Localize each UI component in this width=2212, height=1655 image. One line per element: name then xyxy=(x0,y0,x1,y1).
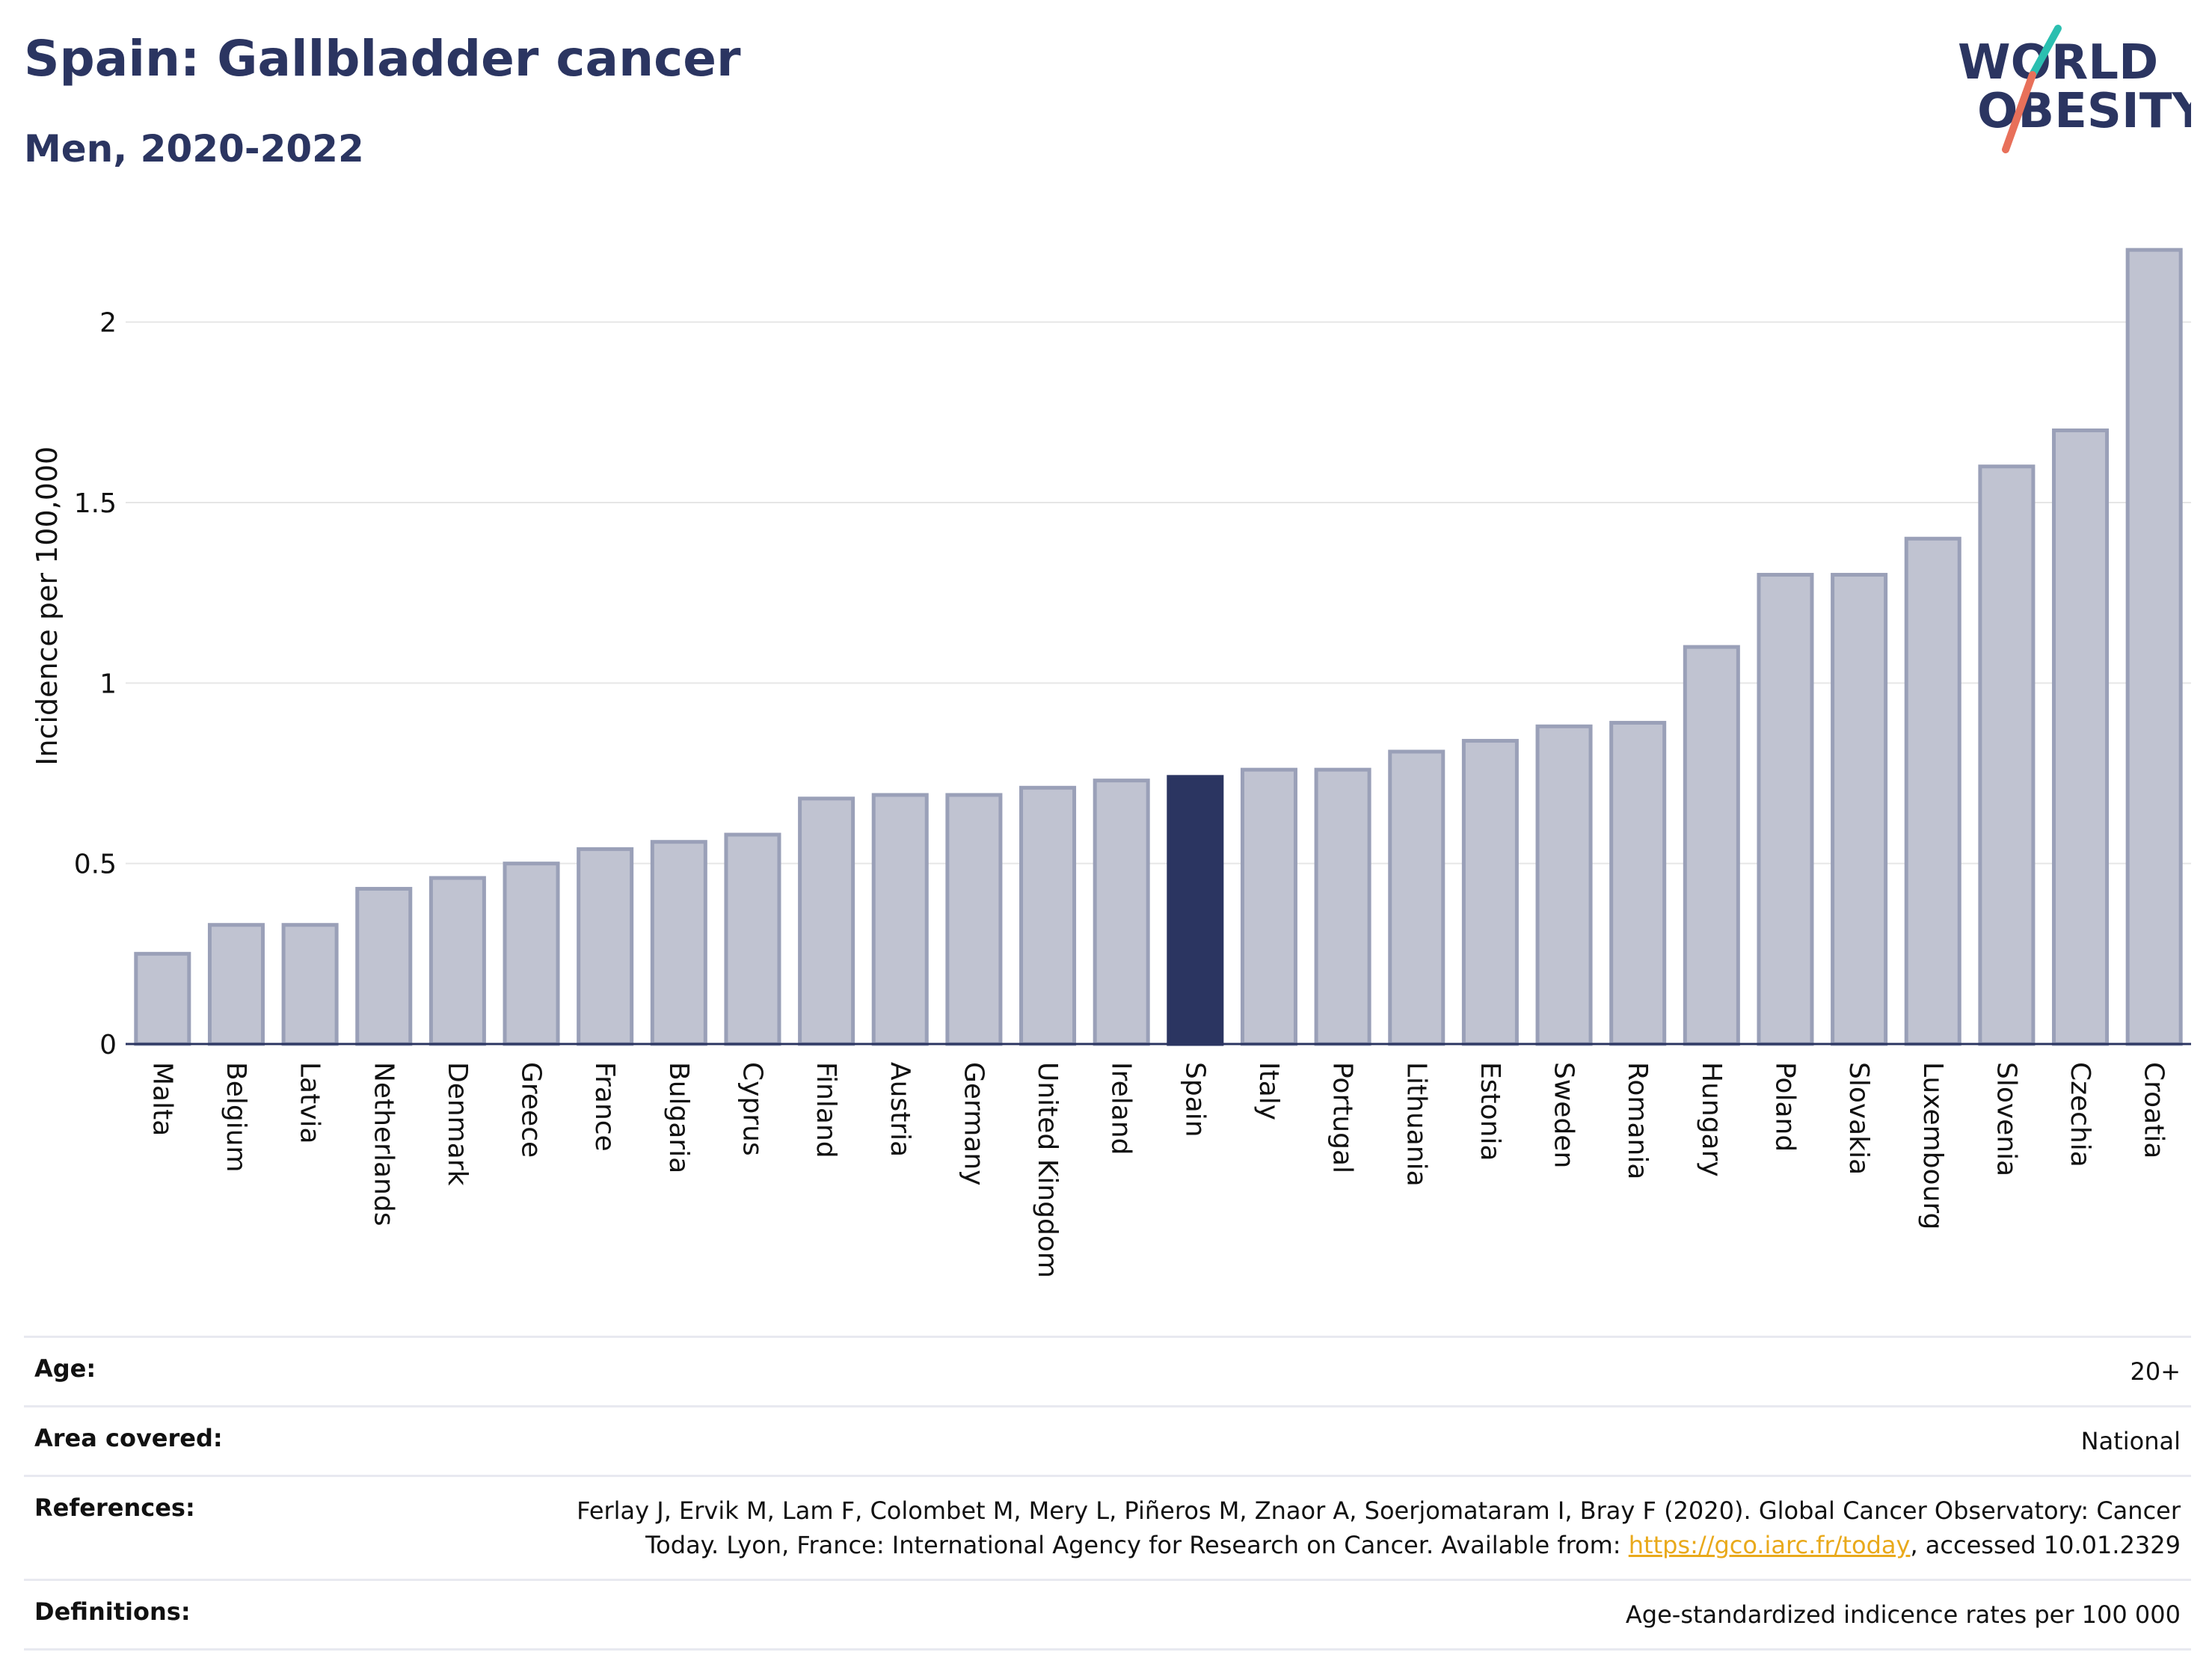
x-tick-label: Romania xyxy=(1622,1062,1653,1179)
bar-croatia xyxy=(2127,250,2181,1044)
references-line1: Ferlay J, Ervik M, Lam F, Colombet M, Me… xyxy=(577,1496,2181,1525)
meta-row-references: References: Ferlay J, Ervik M, Lam F, Co… xyxy=(24,1475,2191,1579)
meta-age-value: 20+ xyxy=(2130,1354,2181,1389)
meta-age-label: Age: xyxy=(34,1354,96,1383)
bar-spain xyxy=(1169,777,1222,1044)
bar-romania xyxy=(1612,722,1665,1044)
y-tick-label: 0.5 xyxy=(74,850,117,880)
bar-germany xyxy=(947,795,1001,1044)
x-tick-label: Cyprus xyxy=(737,1062,767,1156)
x-tick-label: Spain xyxy=(1179,1062,1210,1137)
meta-references-label: References: xyxy=(34,1493,195,1522)
bars xyxy=(136,250,2181,1044)
x-tick-label: Greece xyxy=(516,1062,547,1158)
x-tick-labels: Malta Belgium Latvia Netherlands Denmark Gree… xyxy=(147,1062,2169,1278)
meta-row-definitions: Definitions: Age-standardized indicence … xyxy=(24,1579,2191,1651)
meta-area-value: National xyxy=(2081,1424,2181,1458)
meta-definitions-label: Definitions: xyxy=(34,1597,191,1626)
bar-estonia xyxy=(1463,741,1517,1044)
bar-denmark xyxy=(431,878,484,1044)
meta-definitions-value: Age-standardized indicence rates per 100… xyxy=(1626,1597,2181,1632)
bar-portugal xyxy=(1316,770,1369,1044)
bar-latvia xyxy=(283,925,337,1044)
x-tick-label: United Kingdom xyxy=(1032,1062,1063,1278)
meta-references-value: Ferlay J, Ervik M, Lam F, Colombet M, Me… xyxy=(577,1493,2181,1562)
x-tick-label: Denmark xyxy=(442,1062,473,1186)
x-tick-label: Czechia xyxy=(2065,1062,2095,1167)
x-tick-label: Netherlands xyxy=(368,1062,399,1226)
x-tick-label: Germany xyxy=(958,1062,989,1185)
bar-malta xyxy=(136,954,189,1044)
bar-sweden xyxy=(1537,726,1591,1044)
bar-greece xyxy=(505,864,558,1044)
bar-ireland xyxy=(1095,781,1148,1044)
x-tick-label: Italy xyxy=(1253,1062,1284,1120)
x-tick-label: Croatia xyxy=(2139,1062,2169,1158)
bar-belgium xyxy=(209,925,262,1044)
bar-poland xyxy=(1759,575,1812,1044)
x-tick-label: Lithuania xyxy=(1401,1062,1431,1187)
x-tick-label: Luxembourg xyxy=(1917,1062,1948,1229)
y-tick-label: 1.5 xyxy=(74,488,117,519)
bar-italy xyxy=(1242,770,1295,1044)
meta-area-label: Area covered: xyxy=(34,1424,223,1452)
x-tick-label: Estonia xyxy=(1475,1062,1505,1161)
references-link[interactable]: https://gco.iarc.fr/today xyxy=(1629,1531,1911,1559)
bar-chart: Malta Belgium Latvia Netherlands Denmark Gree… xyxy=(0,0,2212,1331)
bar-lithuania xyxy=(1390,752,1443,1044)
bar-slovakia xyxy=(1833,575,1886,1044)
y-tick-label: 0 xyxy=(99,1030,117,1060)
y-axis-title: Incidence per 100,000 xyxy=(31,446,64,766)
x-tick-label: Belgium xyxy=(221,1062,251,1173)
references-line2-before: Today. Lyon, France: International Agenc… xyxy=(645,1531,1629,1559)
bar-united-kingdom xyxy=(1021,787,1075,1044)
bar-france xyxy=(579,849,632,1044)
bar-finland xyxy=(800,799,853,1044)
x-tick-label: Malta xyxy=(147,1062,177,1136)
bar-bulgaria xyxy=(652,842,705,1044)
x-tick-label: Sweden xyxy=(1549,1062,1579,1168)
bar-slovenia xyxy=(1980,467,2033,1044)
bar-cyprus xyxy=(726,835,779,1044)
meta-row-age: Age: 20+ xyxy=(24,1336,2191,1405)
x-tick-label: Finland xyxy=(811,1062,841,1158)
x-tick-label: Latvia xyxy=(295,1062,325,1144)
x-tick-label: Poland xyxy=(1769,1062,1800,1152)
y-tick-label: 2 xyxy=(99,308,117,339)
references-line2-after: , accessed 10.01.2329 xyxy=(1910,1531,2181,1559)
y-tick-labels: 0 0.5 1 1.5 2 xyxy=(74,308,117,1060)
meta-row-area: Area covered: National xyxy=(24,1405,2191,1475)
x-tick-label: Slovenia xyxy=(1991,1062,2021,1176)
bar-luxembourg xyxy=(1906,538,1959,1044)
y-tick-label: 1 xyxy=(99,669,117,699)
bar-austria xyxy=(873,795,927,1044)
x-tick-label: Hungary xyxy=(1696,1062,1727,1177)
bar-hungary xyxy=(1685,647,1738,1044)
x-tick-label: Austria xyxy=(885,1062,915,1157)
x-tick-label: Bulgaria xyxy=(663,1062,694,1173)
x-tick-label: Slovakia xyxy=(1843,1062,1874,1175)
metadata-table: Age: 20+ Area covered: National Referenc… xyxy=(24,1336,2191,1651)
x-tick-label: Portugal xyxy=(1327,1062,1358,1173)
bar-netherlands xyxy=(357,888,411,1044)
x-tick-label: Ireland xyxy=(1106,1062,1137,1155)
x-tick-label: France xyxy=(589,1062,620,1152)
bar-czechia xyxy=(2054,430,2107,1044)
